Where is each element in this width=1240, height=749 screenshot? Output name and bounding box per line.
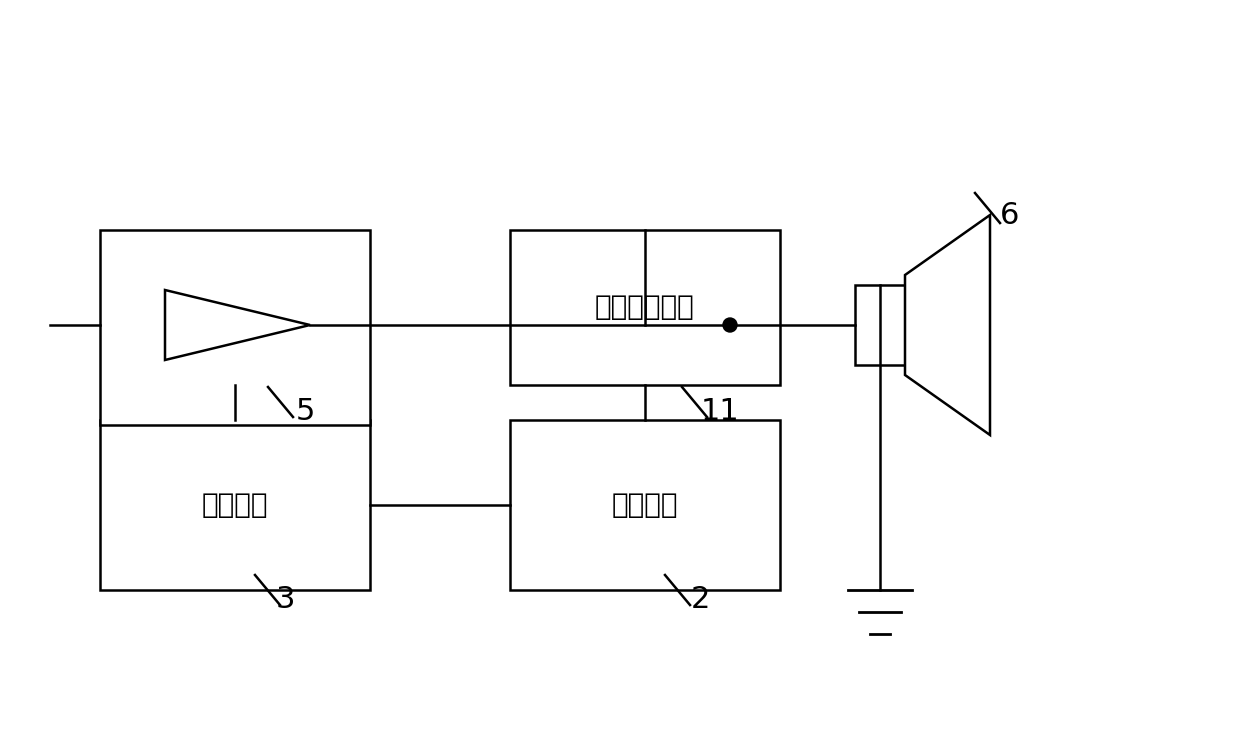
Text: 3: 3 xyxy=(275,586,295,614)
Bar xyxy=(510,420,780,590)
Text: 电压比较电路: 电压比较电路 xyxy=(595,294,694,321)
Bar xyxy=(100,230,370,425)
Text: 6: 6 xyxy=(1001,201,1019,229)
Polygon shape xyxy=(165,290,310,360)
Text: 5: 5 xyxy=(295,398,315,426)
Circle shape xyxy=(723,318,737,332)
Text: 补偿电路: 补偿电路 xyxy=(202,491,268,519)
Bar xyxy=(510,230,780,385)
Text: 控制电路: 控制电路 xyxy=(611,491,678,519)
Polygon shape xyxy=(905,215,990,435)
Text: 11: 11 xyxy=(701,398,739,426)
Bar xyxy=(100,420,370,590)
Text: 2: 2 xyxy=(691,586,709,614)
Bar xyxy=(856,285,905,365)
